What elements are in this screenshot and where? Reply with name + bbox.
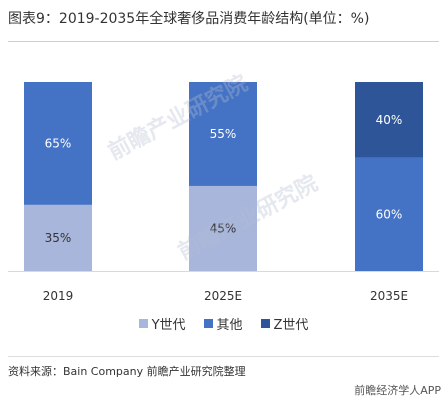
legend-swatch-z <box>260 319 270 328</box>
legend: Y世代 其他 Z世代 <box>0 314 447 333</box>
legend-label-other: 其他 <box>216 318 243 333</box>
legend-label-z: Z世代 <box>273 318 309 333</box>
x-tick-label-2035E: 2035E <box>370 289 408 303</box>
source-note: 资料来源：Bain Company 前瞻产业研究院整理 <box>8 365 246 378</box>
legend-swatch-other <box>203 319 213 328</box>
legend-swatch-y <box>138 319 148 328</box>
title-divider <box>8 41 439 42</box>
data-label-2019-0: 35% <box>45 231 72 245</box>
footer-divider <box>8 356 439 357</box>
data-label-2035E-1: 60% <box>376 207 403 221</box>
brand-credit: 前瞻经济学人APP <box>354 384 441 397</box>
data-label-2025E-0: 45% <box>210 221 237 235</box>
bar-segment-2019-0 <box>24 204 92 271</box>
legend-label-y: Y世代 <box>151 318 186 333</box>
bar-segment-2019-1 <box>24 82 92 205</box>
legend-item-y: Y世代 <box>138 314 186 333</box>
bar-segment-2025E-1 <box>189 82 257 186</box>
bar-segment-2035E-2 <box>355 82 423 158</box>
x-tick-label-2025E: 2025E <box>204 289 242 303</box>
data-label-2035E-2: 40% <box>376 113 403 127</box>
x-tick-label-2019: 2019 <box>43 289 74 303</box>
bar-segment-2035E-1 <box>355 157 423 271</box>
data-label-2025E-1: 55% <box>210 127 237 141</box>
legend-item-other: 其他 <box>203 314 243 333</box>
data-label-2019-1: 65% <box>45 136 72 150</box>
legend-item-z: Z世代 <box>260 314 309 333</box>
bar-segment-2025E-0 <box>189 185 257 271</box>
chart-title: 图表9：2019-2035年全球奢侈品消费年龄结构(单位：%) <box>8 11 370 27</box>
